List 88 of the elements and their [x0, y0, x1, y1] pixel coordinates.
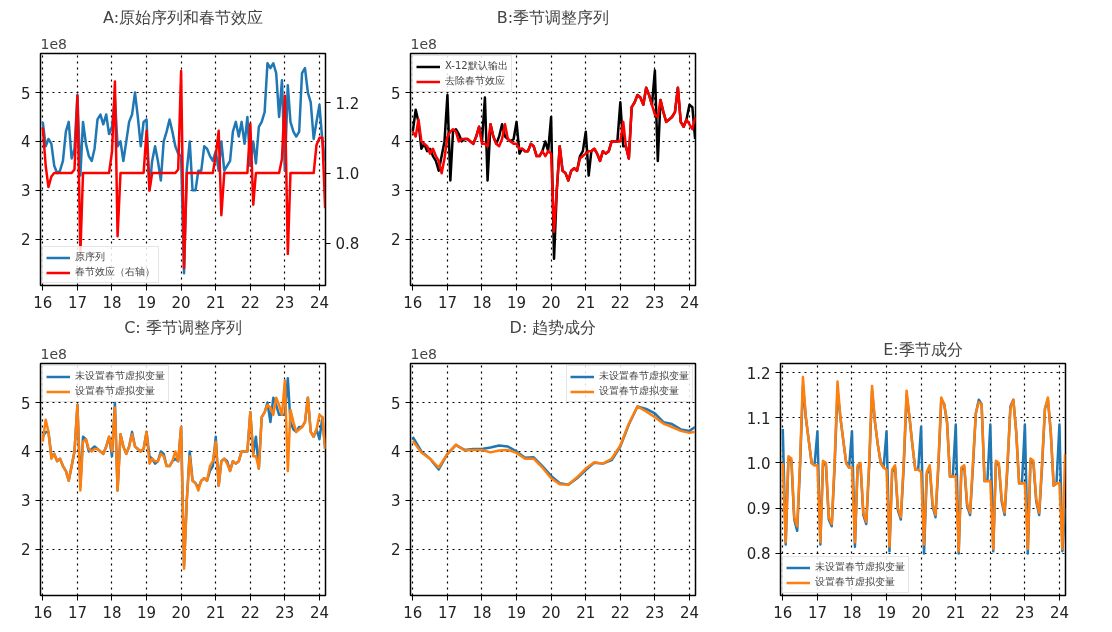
legend-label: 未设置春节虚拟变量: [599, 369, 689, 383]
legend-label: X-12默认输出: [445, 59, 508, 73]
x-tick-label: 20: [541, 603, 561, 622]
y-tick-label: 1.2: [746, 364, 771, 383]
y-tick-label: 4: [390, 443, 401, 462]
chart-title: A:原始序列和春节效应: [102, 7, 264, 27]
x-tick-label: 20: [171, 603, 191, 622]
x-tick-label: 20: [171, 293, 191, 312]
x-tick-label: 19: [137, 603, 157, 622]
legend-label: 设置春节虚拟变量: [815, 575, 895, 589]
x-tick-label: 22: [240, 603, 260, 622]
legend-label: 去除春节效应: [445, 74, 505, 88]
x-tick-label: 17: [67, 603, 87, 622]
x-tick-label: 16: [33, 293, 53, 312]
y-tick-label: 4: [20, 133, 31, 152]
y2-tick-label: 1.2: [335, 94, 360, 113]
y-tick-label: 2: [20, 541, 31, 560]
x-tick-label: 16: [403, 293, 423, 312]
x-tick-label: 17: [67, 293, 87, 312]
y-tick-label: 3: [390, 182, 401, 201]
x-tick-label: 21: [946, 603, 966, 622]
x-tick-label: 18: [842, 603, 862, 622]
x-tick-label: 21: [206, 603, 226, 622]
x-tick-label: 24: [1049, 603, 1069, 622]
x-tick-label: 17: [437, 603, 457, 622]
y-axis-title: 1e8: [410, 345, 437, 362]
x-tick-label: 18: [472, 293, 492, 312]
x-tick-label: 20: [911, 603, 931, 622]
x-tick-label: 20: [541, 293, 561, 312]
y-tick-label: 3: [20, 182, 31, 201]
y-tick-label: 1.0: [746, 454, 771, 473]
x-tick-label: 24: [679, 603, 699, 622]
x-tick-label: 22: [610, 293, 630, 312]
y-tick-label: 4: [20, 443, 31, 462]
x-tick-label: 22: [610, 603, 630, 622]
y-tick-label: 2: [20, 231, 31, 250]
x-tick-label: 16: [403, 603, 423, 622]
x-tick-label: 24: [309, 603, 329, 622]
y2-tick-label: 1.0: [335, 165, 360, 184]
y-tick-label: 4: [390, 133, 401, 152]
x-tick-label: 19: [137, 293, 157, 312]
text: 未设置春节虚拟变量: [75, 369, 165, 383]
x-tick-label: 23: [1015, 603, 1035, 622]
chart-title: B:季节调整序列: [496, 7, 610, 27]
x-tick-label: 24: [679, 293, 699, 312]
legend-label: 设置春节虚拟变量: [599, 384, 679, 398]
y-tick-label: 5: [390, 394, 401, 413]
y-tick-label: 0.8: [746, 545, 771, 564]
y-axis-title: 1e8: [410, 35, 437, 52]
x-tick-label: 17: [807, 603, 827, 622]
chart-title: E:季节成分: [883, 339, 963, 359]
y-tick-label: 0.9: [746, 500, 771, 519]
x-tick-label: 18: [472, 603, 492, 622]
x-tick-label: 19: [877, 603, 897, 622]
x-tick-label: 24: [309, 293, 329, 312]
legend-label: 设置春节虚拟变量: [75, 384, 155, 398]
x-tick-label: 18: [102, 293, 122, 312]
x-tick-label: 21: [576, 603, 596, 622]
x-tick-label: 21: [576, 293, 596, 312]
x-tick-label: 21: [206, 293, 226, 312]
x-tick-label: 23: [275, 603, 295, 622]
x-tick-label: 22: [980, 603, 1000, 622]
y-tick-label: 2: [390, 231, 401, 250]
y-tick-label: 2: [390, 541, 401, 560]
chart-title: D: 趋势成分: [509, 317, 597, 337]
x-tick-label: 19: [507, 603, 527, 622]
x-tick-label: 22: [240, 293, 260, 312]
y-tick-label: 5: [20, 394, 31, 413]
x-tick-label: 17: [437, 293, 457, 312]
legend-label: 未设置春节虚拟变量: [815, 560, 905, 574]
x-tick-label: 23: [645, 293, 665, 312]
x-tick-label: 16: [773, 603, 793, 622]
chart-title: C: 季节调整序列: [124, 317, 242, 337]
legend-label: 原序列: [75, 250, 105, 264]
legend-label: 春节效应（右轴）: [75, 265, 155, 279]
y2-tick-label: 0.8: [335, 235, 360, 254]
y-tick-label: 1.1: [746, 409, 771, 428]
y-tick-label: 5: [20, 84, 31, 103]
x-tick-label: 23: [275, 293, 295, 312]
y-axis-title: 1e8: [40, 345, 67, 362]
x-tick-label: 19: [507, 293, 527, 312]
x-tick-label: 18: [102, 603, 122, 622]
y-tick-label: 5: [390, 84, 401, 103]
x-tick-label: 16: [33, 603, 53, 622]
y-tick-label: 3: [20, 492, 31, 511]
y-axis-title: 1e8: [40, 35, 67, 52]
x-tick-label: 23: [645, 603, 665, 622]
y-tick-label: 3: [390, 492, 401, 511]
